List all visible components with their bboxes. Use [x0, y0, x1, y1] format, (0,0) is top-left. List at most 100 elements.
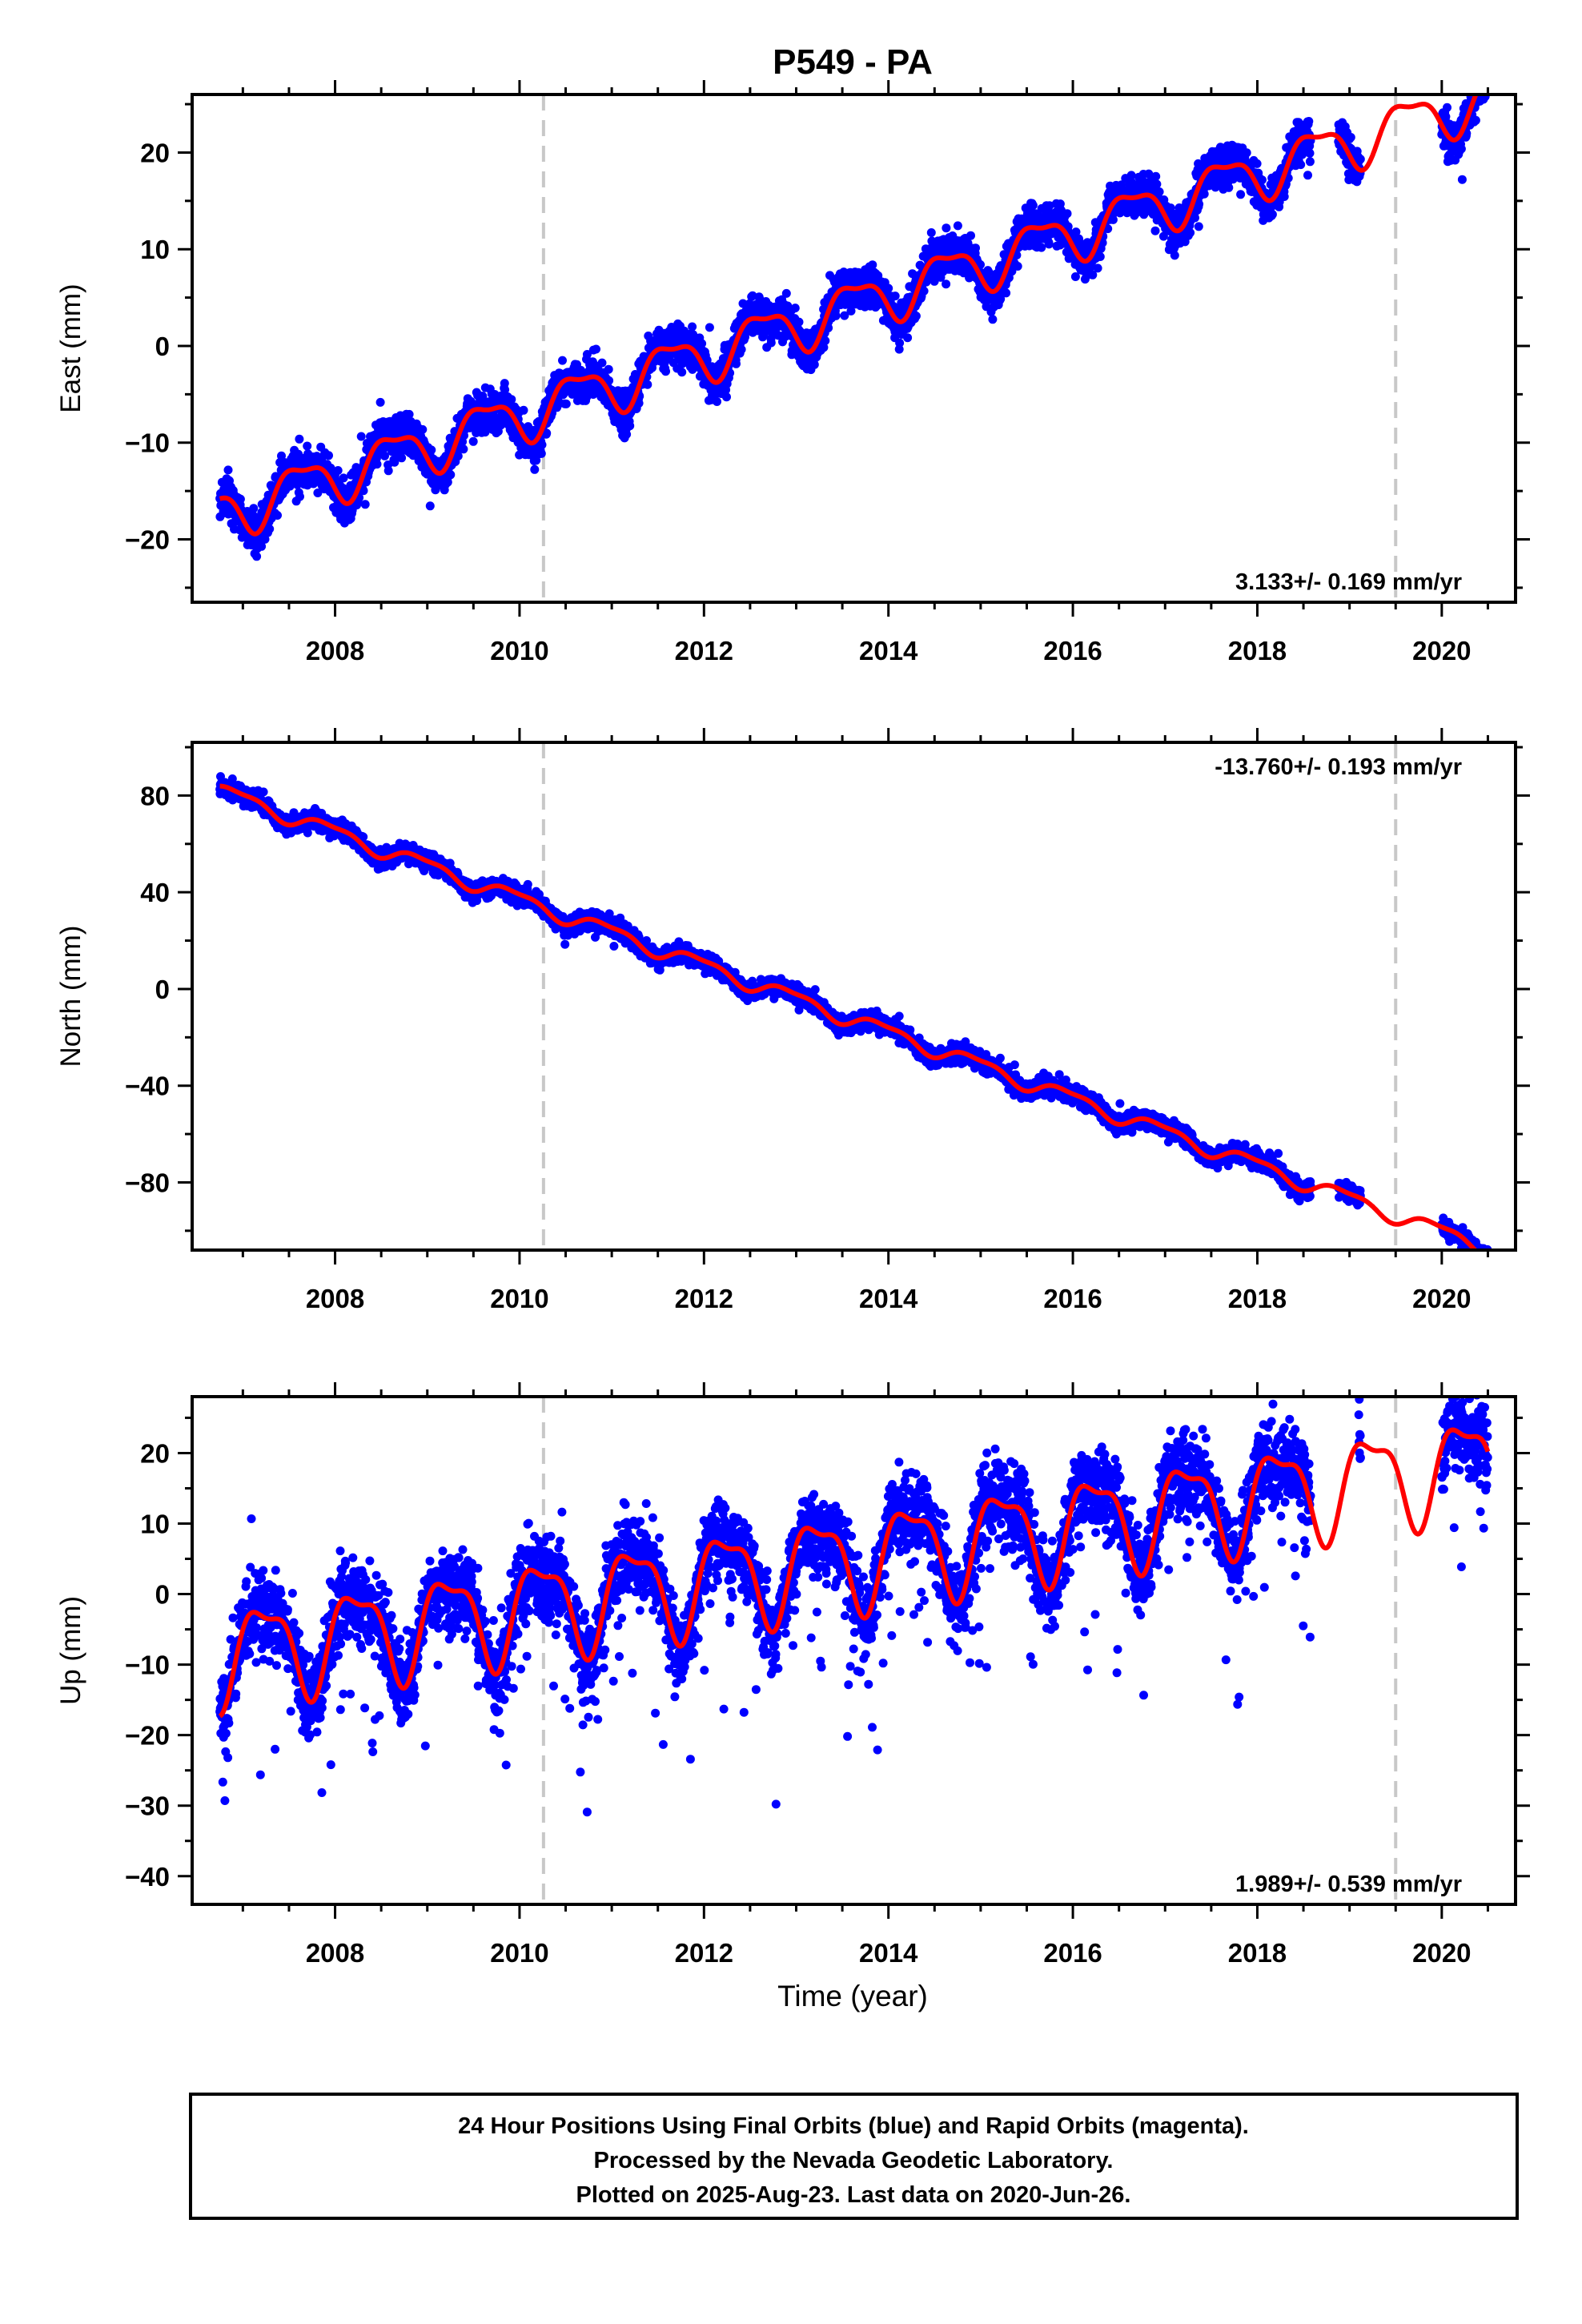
data-point [536, 448, 546, 458]
data-point [1483, 74, 1492, 82]
data-point [1476, 67, 1484, 76]
data-point [1473, 86, 1482, 94]
data-point [530, 464, 540, 474]
data-point [1483, 63, 1492, 72]
data-point [1480, 75, 1488, 84]
data-point [737, 344, 746, 354]
data-point [604, 364, 613, 374]
data-point [1170, 251, 1179, 260]
x-tick-label: 2012 [675, 636, 733, 665]
data-point [597, 358, 607, 368]
data-point [1472, 82, 1481, 91]
data-point [819, 343, 829, 352]
data-point [1267, 210, 1277, 219]
data-point [890, 292, 900, 301]
data-point [223, 465, 233, 475]
data-point [1478, 70, 1487, 79]
data-point [622, 429, 632, 439]
data-point [1479, 82, 1488, 90]
data-point [661, 367, 670, 376]
data-point [1199, 189, 1209, 199]
data-point [313, 489, 323, 497]
data-point [1473, 74, 1482, 83]
data-point [697, 339, 707, 348]
data-point [895, 338, 905, 348]
data-point [766, 338, 776, 348]
data-point [519, 405, 528, 415]
data-point [1152, 179, 1162, 189]
data-point [303, 441, 312, 451]
data-point [443, 477, 452, 487]
data-point [459, 444, 468, 454]
data-point [537, 440, 547, 449]
y-tick-label: 0 [155, 332, 170, 361]
data-point [1482, 58, 1491, 67]
data-point [1305, 157, 1315, 167]
data-point [824, 324, 833, 332]
data-point [790, 304, 800, 313]
data-point [1476, 62, 1485, 70]
data-point [339, 473, 348, 483]
data-point [821, 336, 830, 345]
data-point [702, 356, 712, 365]
data-point [911, 312, 921, 321]
data-point [1478, 77, 1487, 86]
east-panel: 2008 2010 2012 2014 2016 2018 2020−20−1001020E… [55, 54, 1530, 665]
data-point [1279, 192, 1289, 201]
data-point [971, 243, 980, 253]
data-point [375, 397, 385, 407]
data-point [1472, 78, 1480, 86]
data-point [1151, 171, 1161, 181]
data-point [500, 379, 509, 388]
x-tick-label: 2010 [490, 636, 548, 665]
data-point [1456, 144, 1466, 154]
data-point [1477, 62, 1486, 71]
data-point [689, 330, 698, 340]
data-points [215, 54, 1492, 561]
data-point [1478, 54, 1487, 63]
data-point [688, 322, 697, 332]
data-point [966, 231, 975, 240]
data-point [677, 368, 687, 377]
data-point [397, 453, 407, 463]
data-point [1346, 133, 1355, 142]
data-point [1154, 187, 1164, 196]
x-tick-label: 2018 [1228, 636, 1287, 665]
data-point [1476, 67, 1484, 76]
data-point [249, 504, 259, 513]
data-point [360, 500, 370, 509]
data-point [919, 286, 929, 296]
data-point [1062, 209, 1072, 219]
data-point [1480, 56, 1488, 65]
data-point [1476, 82, 1485, 90]
data-point [781, 288, 791, 298]
y-tick-label: 10 [140, 235, 170, 264]
data-point [561, 399, 571, 408]
data-point [295, 434, 304, 444]
data-point [1191, 213, 1199, 223]
data-point [542, 428, 552, 438]
data-point [507, 395, 516, 404]
data-point [1471, 82, 1480, 90]
data-point [1475, 65, 1484, 74]
data-point [418, 424, 428, 434]
data-point [359, 486, 368, 496]
data-point [1305, 148, 1315, 158]
data-point [1481, 59, 1490, 68]
data-point [1002, 288, 1011, 298]
data-point [868, 260, 877, 270]
data-point [604, 376, 614, 385]
data-point [425, 501, 435, 511]
data-point [427, 445, 436, 455]
data-point [1242, 148, 1251, 158]
data-point [257, 541, 267, 551]
data-point [625, 421, 635, 431]
data-point [705, 323, 714, 332]
data-point [1257, 175, 1267, 185]
data-point [926, 228, 936, 237]
data-point [1013, 262, 1022, 271]
data-point [1037, 243, 1046, 252]
data-point [1296, 160, 1306, 170]
data-point [1093, 263, 1102, 273]
